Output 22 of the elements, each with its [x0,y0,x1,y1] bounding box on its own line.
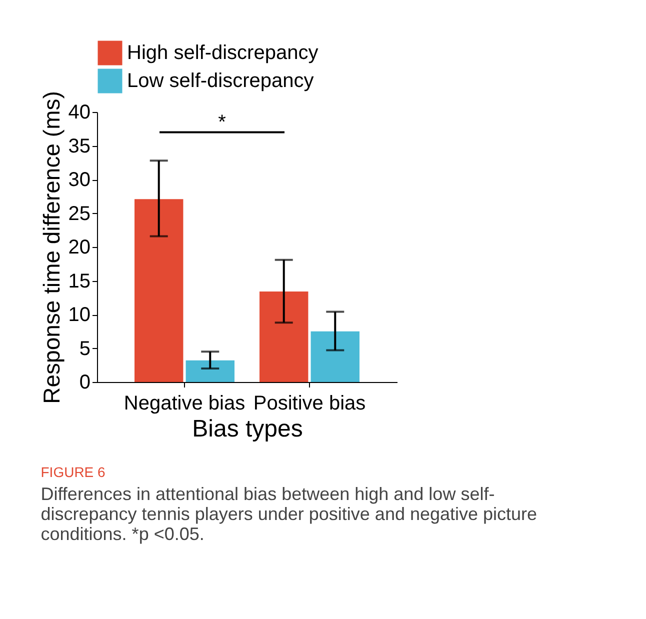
annotation: * [218,111,226,134]
x-tick-label: Negative bias [124,392,246,414]
bar [310,331,360,382]
y-tick-label: 15 [68,270,90,292]
y-tick-label: 0 [79,372,90,394]
bar [134,199,184,382]
x-axis-title: Bias types [192,416,303,442]
text: Differences in attentional bias between high and low self-discrepancy tennis players under positive and negative picture conditions. *p <0.05. [40,484,538,544]
legend-label: High self-discrepancy [127,42,318,64]
bar [186,360,234,382]
y-tick-label: 25 [68,202,90,225]
y-tick-label: 40 [68,102,90,124]
y-tick-label: 20 [68,236,90,258]
y-tick-label: 35 [68,135,90,158]
y-tick-label: 5 [79,338,90,360]
legend-label: Low self-discrepancy [127,70,314,92]
caption: FIGURE 6 [40,464,106,480]
bar [260,292,308,382]
y-tick-label: 30 [68,169,90,191]
y-tick-label: 10 [68,304,90,326]
x-tick-label: Positive bias [253,392,366,414]
y-axis-title: Response time difference (ms) [38,91,64,404]
